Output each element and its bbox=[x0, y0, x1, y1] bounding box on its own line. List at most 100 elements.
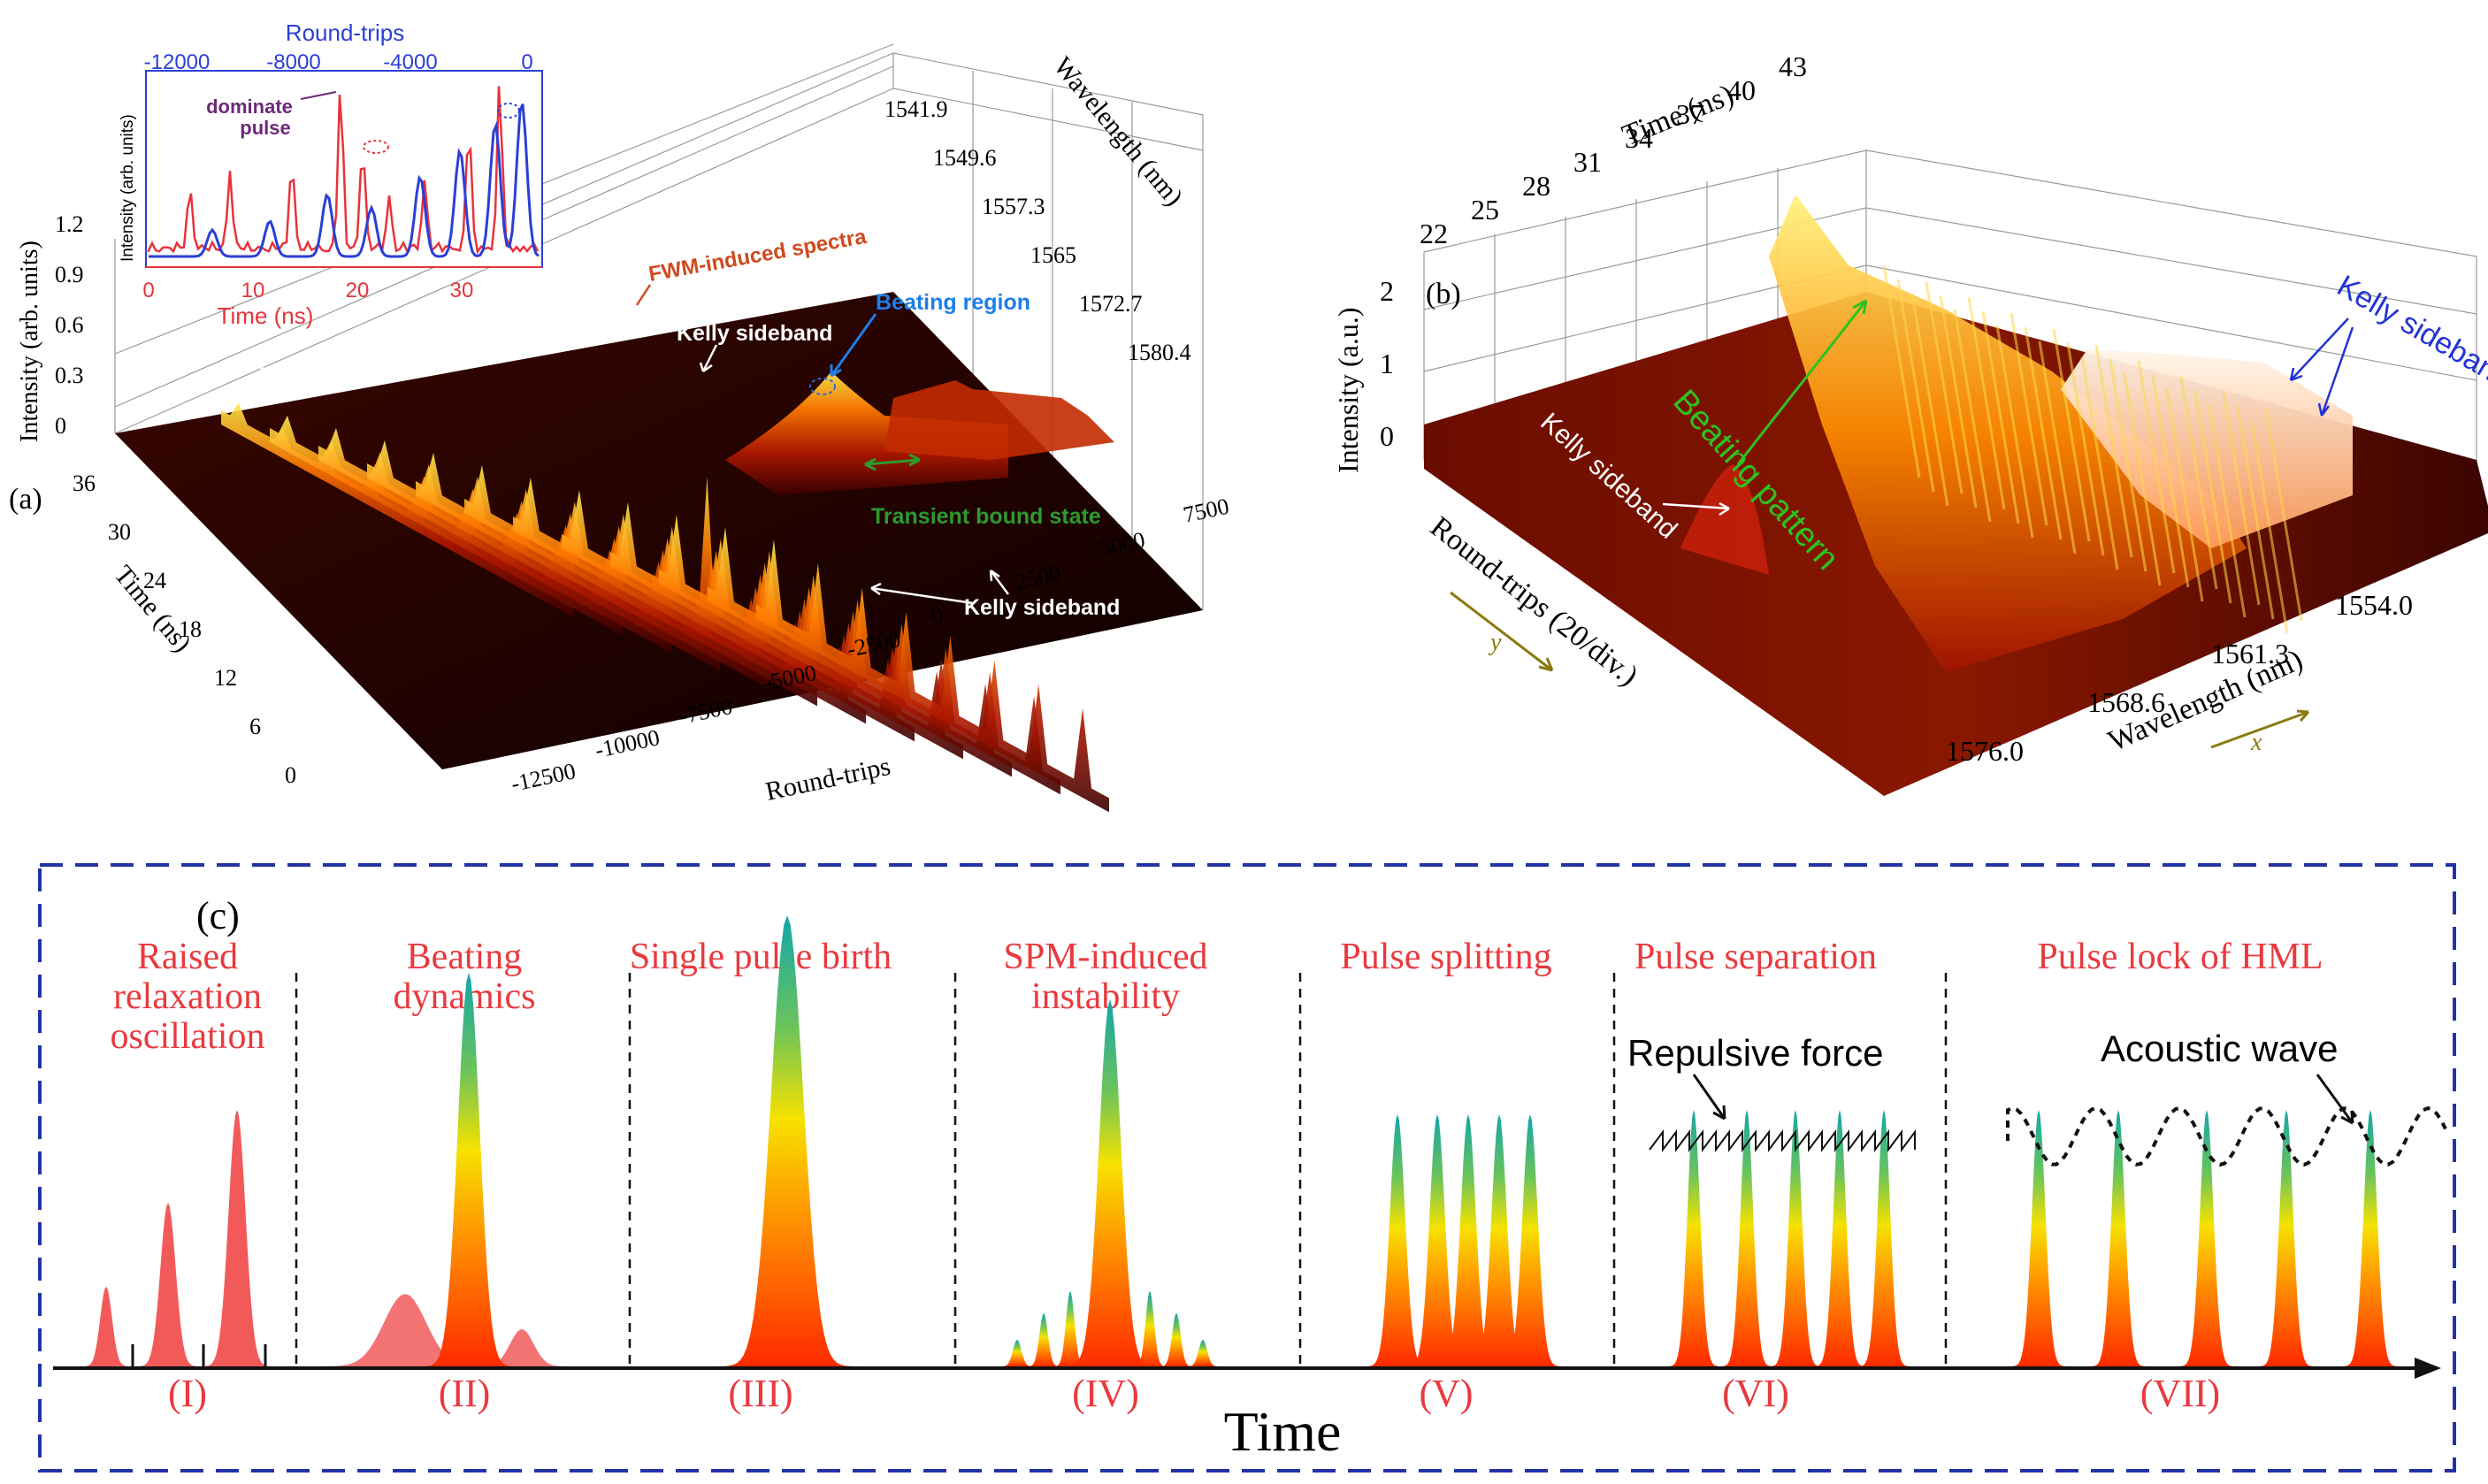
time-axis-label: Time bbox=[1224, 1400, 1342, 1463]
kelly-top-arrow bbox=[699, 344, 718, 373]
spm-side-pulse bbox=[1044, 1291, 1097, 1366]
panel-b-ridge-line bbox=[2208, 404, 2247, 618]
panel-a-z-tick: 0 bbox=[55, 413, 66, 439]
acoustic-wave-label: Acoustic wave bbox=[2101, 1028, 2338, 1069]
split-pulse bbox=[1482, 1114, 1578, 1366]
repulsive-force-arrow bbox=[1692, 1074, 1726, 1121]
panel-a-roundtrip-tick: -12500 bbox=[509, 758, 578, 797]
stage-5: Pulse splitting (V) bbox=[1340, 937, 1551, 1415]
inset-bottom-tick: 10 bbox=[241, 279, 265, 302]
panel-b-intensity-tick: 0 bbox=[1380, 420, 1394, 452]
pulse-label-arrow bbox=[385, 345, 399, 364]
panel-b-time-tick: 22 bbox=[1420, 218, 1448, 249]
inset-bottom-tick: 20 bbox=[346, 279, 370, 302]
panel-b-ridge-line bbox=[2094, 344, 2133, 558]
fwm-arrow bbox=[635, 284, 652, 306]
panel-a-roundtrip-axis-label: Round-trips bbox=[763, 752, 893, 807]
panel-b-wavelength-tick: 1561.3 bbox=[2211, 638, 2289, 669]
stage-title: relaxation bbox=[113, 976, 262, 1017]
pulse-label-arrow bbox=[247, 385, 261, 404]
panel-b-ridge-line bbox=[2179, 376, 2218, 590]
pulse-label: P0 bbox=[258, 363, 276, 389]
panel-b-ridge-line bbox=[1981, 310, 2020, 524]
panel-a-label: (a) bbox=[9, 483, 42, 516]
panel-a-time-ticks: 36 30 24 18 12 60 bbox=[73, 470, 296, 788]
panel-b-intensity-axis-label: Intensity (a.u.) bbox=[1332, 308, 1364, 474]
pulse-label: P5 bbox=[566, 243, 584, 270]
panel-a-transient-block bbox=[884, 380, 1114, 460]
stage-6: Pulse separation (VI) bbox=[1634, 937, 1877, 1415]
pulse-label-arrow bbox=[506, 305, 520, 325]
pulse-label-subscript: 0 bbox=[269, 375, 276, 389]
spm-side-pulse bbox=[1123, 1291, 1176, 1366]
panel-a-inset: Round-trips -12000 -8000 -4000 0 0 10 20 30 Ti… bbox=[119, 19, 543, 329]
inset-dominate-label: dominate bbox=[206, 96, 293, 118]
panel-b-ridge-line bbox=[2080, 356, 2119, 570]
panel-b-wavelength-tick: 1568.6 bbox=[2087, 686, 2165, 718]
panel-b-kelly-arrow bbox=[1662, 501, 1730, 516]
panel-c-dividers bbox=[295, 973, 1948, 1366]
panel-b-ridge-line bbox=[2123, 372, 2162, 586]
split-pulse bbox=[1350, 1114, 1445, 1366]
panel-b-x-arrow-label: x bbox=[2250, 729, 2262, 756]
panel-a-z-tick: 0.6 bbox=[55, 312, 84, 338]
panel-b-ridge-line bbox=[2151, 374, 2190, 588]
stage-title: Raised bbox=[137, 937, 238, 977]
pulse-label-subscript: 4 bbox=[528, 295, 535, 310]
repulsive-force-label: Repulsive force bbox=[1627, 1032, 1883, 1074]
pulse-label-subscript: 5 bbox=[577, 256, 584, 270]
stage-roman-label: (I) bbox=[168, 1372, 207, 1415]
panel-b-ridges bbox=[1882, 264, 2303, 634]
pulse-label-subscript: 1 bbox=[340, 353, 347, 367]
pulse-label: P2 bbox=[396, 323, 414, 349]
fwm-annotation: FWM-induced spectra bbox=[647, 225, 869, 287]
panel-b-label: (b) bbox=[1426, 278, 1461, 310]
panel-a-ridge bbox=[318, 427, 671, 654]
panel-a-z-tick: 0.9 bbox=[55, 262, 84, 287]
spm-side-pulse bbox=[1176, 1340, 1229, 1366]
panel-a-wavelength-tick: 1572.7 bbox=[1079, 291, 1143, 317]
pulse-label-subscript: 3 bbox=[471, 317, 478, 332]
inset-y-axis-label: Intensity (arb. units) bbox=[119, 114, 137, 262]
panel-a-z-ticks: 1.2 0.9 0.6 0.3 0 bbox=[55, 211, 84, 439]
panel-a-beating-hill bbox=[725, 371, 1008, 495]
panel-a-time-tick: 12 bbox=[214, 665, 237, 691]
panel-a-time-tick: 0 bbox=[285, 762, 296, 788]
inset-top-tick: -8000 bbox=[266, 50, 320, 74]
panel-b-beating-arrow bbox=[1736, 299, 1868, 465]
repulsive-force-sawtooth bbox=[1649, 1129, 1916, 1152]
spm-side-pulse bbox=[991, 1340, 1044, 1366]
pulse-label: P4 bbox=[517, 283, 535, 310]
inset-blue-trace bbox=[149, 103, 540, 258]
panel-b-y-arrow-label: y bbox=[1488, 629, 1502, 656]
panel-b-ridge-line bbox=[2264, 408, 2303, 622]
split-pulse bbox=[1389, 1114, 1485, 1366]
panel-a-roundtrip-tick: 7500 bbox=[1181, 493, 1231, 528]
panel-b-wavelength-tick: 1554.0 bbox=[2335, 589, 2413, 621]
beating-pulse bbox=[400, 973, 538, 1366]
panel-c-frame bbox=[38, 863, 2456, 1473]
panel-b-y-arrow bbox=[1450, 591, 1554, 672]
split-pulse bbox=[1420, 1114, 1516, 1366]
pulse-label-arrow bbox=[448, 327, 463, 347]
spm-side-pulse bbox=[1150, 1313, 1203, 1366]
stage-3: Single pulse birth (III) bbox=[630, 937, 892, 1415]
kelly-sideband-annotation-top: Kelly sideband bbox=[677, 321, 832, 346]
panel-b-ridge-line bbox=[2010, 312, 2048, 526]
stage-title: Pulse splitting bbox=[1340, 937, 1551, 977]
acoustic-wave-curve bbox=[2006, 1105, 2447, 1167]
stage-title: Single pulse birth bbox=[630, 937, 892, 977]
panel-a-z-tick: 0.3 bbox=[55, 363, 84, 388]
panel-b-time-tick: 40 bbox=[1727, 74, 1756, 106]
panel-b-ridge-line bbox=[2250, 420, 2289, 634]
panel-a-ridge bbox=[610, 501, 963, 760]
panel-b-x-arrow bbox=[2210, 709, 2310, 749]
panel-b-ridge-line bbox=[1896, 279, 1935, 493]
panel-a-time-tick: 36 bbox=[73, 470, 96, 496]
inset-pulse-label: pulse bbox=[240, 117, 290, 139]
panel-b-ridge-line bbox=[2024, 326, 2063, 540]
panel-b-kelly-arrows bbox=[2289, 317, 2354, 417]
